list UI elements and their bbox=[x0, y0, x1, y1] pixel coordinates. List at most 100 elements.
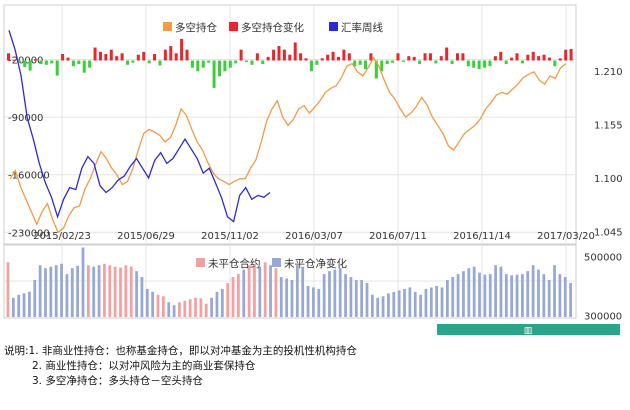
volume-axis-tick-label: 300000 bbox=[584, 312, 622, 323]
open-interest-bar bbox=[354, 280, 358, 317]
change-bar bbox=[17, 60, 21, 63]
legend-swatch bbox=[196, 258, 205, 267]
change-bar bbox=[304, 58, 308, 61]
change-bar bbox=[115, 56, 119, 61]
change-bar bbox=[401, 60, 405, 62]
change-bar bbox=[93, 47, 97, 61]
change-bar bbox=[450, 60, 454, 65]
change-bar bbox=[12, 59, 16, 61]
left-axis-tick-label: -230000 bbox=[8, 228, 50, 239]
open-interest-bar bbox=[161, 296, 165, 317]
open-interest-bar bbox=[445, 280, 449, 317]
open-interest-bar bbox=[467, 268, 471, 317]
change-bar bbox=[23, 60, 27, 67]
open-interest-bar bbox=[129, 266, 133, 317]
change-bar bbox=[293, 42, 297, 61]
x-axis-tick-label: 2015/02/23 bbox=[33, 231, 91, 242]
change-bar bbox=[455, 53, 459, 61]
change-bar bbox=[483, 60, 487, 68]
open-interest-bar bbox=[333, 269, 337, 317]
open-interest-bar bbox=[376, 297, 380, 317]
open-interest-bar bbox=[119, 267, 122, 317]
right-axis-ticks: 1.210 1.155 1.100 1.045 bbox=[594, 67, 623, 238]
open-interest-bar bbox=[408, 287, 412, 317]
open-interest-bar bbox=[413, 291, 417, 317]
open-interest-bar bbox=[553, 265, 556, 317]
legend-label: 未平仓合约 bbox=[208, 257, 261, 270]
change-bar bbox=[266, 56, 270, 61]
left-axis-tick-label: -160000 bbox=[8, 171, 50, 182]
change-bar bbox=[180, 38, 184, 61]
change-bar bbox=[158, 60, 162, 66]
change-bar bbox=[39, 60, 43, 65]
x-axis-tick-label: 2016/11/14 bbox=[453, 231, 511, 242]
open-interest-bar bbox=[483, 274, 487, 317]
change-bar bbox=[396, 53, 400, 61]
change-bar bbox=[126, 60, 130, 65]
x-axis-tick-label: 2016/07/11 bbox=[369, 231, 427, 242]
x-axis-tick-label: 2017/03/20 bbox=[537, 231, 595, 242]
right-axis-tick-label: 1.100 bbox=[594, 174, 623, 185]
open-interest-bar bbox=[135, 271, 138, 317]
open-interest-bar bbox=[188, 299, 192, 317]
legend-label: 多空持仓 bbox=[175, 21, 217, 34]
change-bar bbox=[255, 53, 259, 61]
change-bar bbox=[185, 49, 189, 61]
open-interest-bar bbox=[322, 274, 326, 317]
change-bar bbox=[412, 56, 416, 61]
change-bar bbox=[385, 60, 389, 65]
open-interest-bar bbox=[65, 274, 69, 317]
change-bar bbox=[526, 54, 530, 61]
change-bar bbox=[510, 57, 514, 61]
change-bar bbox=[299, 53, 303, 61]
change-bar bbox=[553, 60, 557, 67]
open-interest-bar bbox=[253, 263, 256, 317]
change-bar bbox=[439, 56, 443, 61]
open-interest-bar bbox=[38, 265, 42, 317]
change-bar bbox=[239, 49, 243, 61]
open-interest-bar bbox=[17, 294, 21, 317]
open-interest-bar bbox=[515, 274, 519, 317]
open-interest-bar bbox=[167, 302, 171, 317]
change-bar bbox=[66, 57, 70, 61]
legend-swatch bbox=[229, 22, 238, 31]
open-interest-bars bbox=[6, 247, 572, 317]
change-bar bbox=[515, 53, 519, 61]
range-scrollbar[interactable] bbox=[437, 324, 620, 335]
x-axis-tick-label: 2015/11/02 bbox=[201, 231, 259, 242]
change-bar bbox=[98, 51, 102, 61]
open-interest-bar bbox=[472, 266, 476, 317]
open-interest-bar bbox=[478, 272, 481, 317]
change-bar bbox=[418, 60, 422, 65]
volume-axis-ticks: 500000 300000 bbox=[584, 252, 622, 322]
open-interest-bar bbox=[113, 266, 117, 317]
change-bar bbox=[77, 60, 81, 65]
open-interest-bar bbox=[231, 277, 235, 317]
open-interest-bar bbox=[220, 288, 224, 317]
open-interest-bar bbox=[199, 298, 203, 317]
chart-area: 2015/02/23 2015/06/29 2015/11/02 2016/03/07… bbox=[3, 4, 623, 336]
change-bar bbox=[261, 60, 265, 65]
open-interest-bar bbox=[22, 293, 26, 317]
change-bar bbox=[245, 60, 249, 62]
open-interest-bar bbox=[274, 268, 278, 317]
change-bar bbox=[315, 60, 319, 65]
note-line-2: 2. 商业性持仓：以对冲风险为主的商业套保持仓 bbox=[32, 360, 256, 372]
open-interest-bar bbox=[521, 274, 524, 317]
open-interest-bar bbox=[44, 268, 47, 317]
open-interest-bar bbox=[156, 294, 160, 317]
right-axis-tick-label: 1.155 bbox=[594, 121, 623, 132]
open-interest-bar bbox=[419, 294, 422, 317]
scrollbar-handle-icon[interactable]: ▥ bbox=[524, 326, 533, 336]
change-bar bbox=[331, 51, 335, 61]
open-interest-bar bbox=[145, 288, 149, 317]
open-interest-bar bbox=[387, 293, 390, 317]
open-interest-bar bbox=[569, 282, 572, 317]
open-interest-bar bbox=[349, 277, 353, 317]
open-interest-bar bbox=[301, 266, 305, 317]
open-interest-bar bbox=[11, 297, 15, 317]
notes-block: 说明:1. 非商业性持仓：也称基金持仓，即以对冲基金为主的投机性机构持仓 2. … bbox=[4, 344, 357, 389]
change-bar bbox=[428, 53, 432, 61]
open-interest-bar bbox=[28, 291, 31, 317]
change-bar bbox=[147, 60, 151, 64]
